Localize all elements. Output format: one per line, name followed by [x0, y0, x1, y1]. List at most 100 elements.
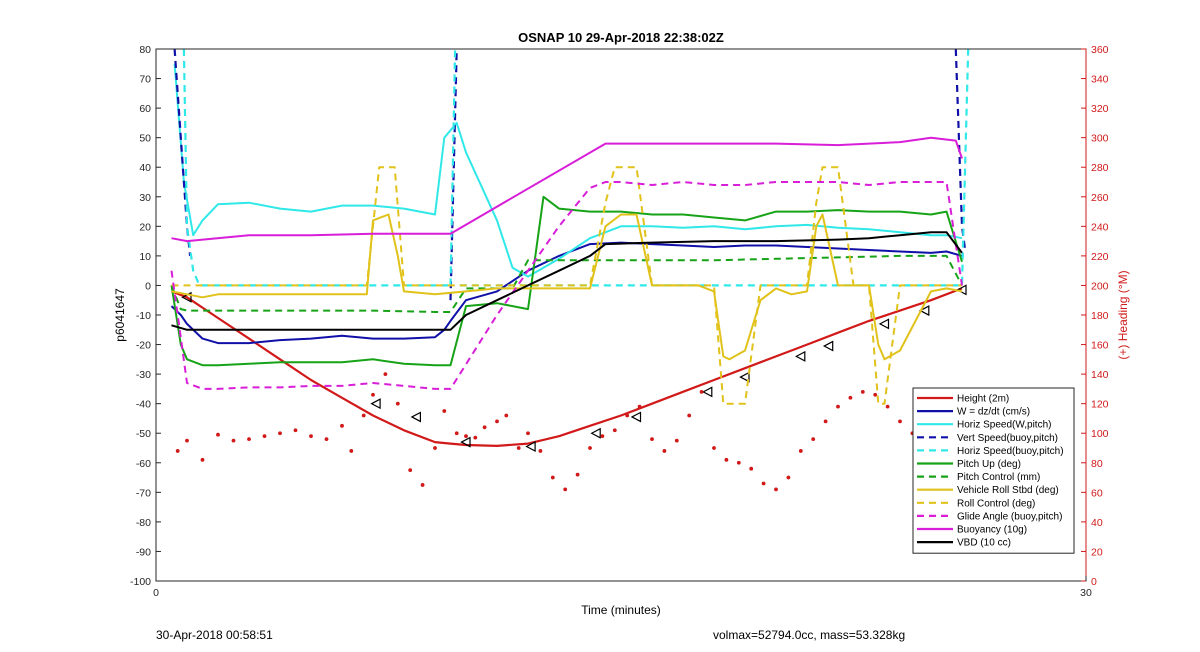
series-line-vbd-10-cc [171, 231, 963, 331]
heading-point [637, 404, 642, 409]
heading-point [216, 432, 220, 437]
series-line-horiz-speed-buoy-pitch [449, 49, 457, 286]
right-y-tick-label: 280 [1091, 162, 1109, 174]
x-tick-label: 30 [1080, 587, 1092, 599]
footer-vehicle-info: volmax=52794.0cc, mass=53.328kg [713, 628, 906, 642]
height-marker [525, 441, 536, 453]
heading-point [324, 437, 329, 442]
series-line-buoyancy-10g [171, 136, 963, 243]
height-marker [590, 427, 601, 439]
heading-point [247, 437, 251, 442]
heading-point [420, 483, 425, 487]
left-y-tick-label: 50 [139, 133, 151, 145]
left-y-tick-label: -80 [136, 517, 151, 529]
height-marker [370, 398, 381, 410]
right-y-tick-label: 220 [1091, 251, 1109, 263]
left-y-tick-label: -30 [136, 369, 151, 381]
heading-point [761, 481, 766, 486]
right-y-tick-label: 300 [1091, 133, 1109, 145]
plot-area [170, 49, 970, 492]
height-marker [795, 350, 806, 362]
heading-point [612, 428, 617, 433]
heading-point [774, 487, 778, 492]
right-y-tick-label: 240 [1091, 221, 1109, 233]
heading-point [408, 468, 413, 473]
heading-point [898, 419, 902, 424]
left-y-tick-label: -20 [136, 340, 151, 352]
left-y-tick-label: 20 [139, 221, 151, 233]
left-y-tick-label: -50 [136, 428, 151, 440]
footer-timestamp: 30-Apr-2018 00:58:51 [156, 628, 273, 642]
heading-point [278, 431, 282, 436]
x-tick-label: 0 [153, 587, 159, 599]
legend-box [912, 387, 1075, 554]
series-line-vehicle-roll-stbd-deg [171, 213, 963, 361]
heading-point [848, 395, 853, 400]
left-y-tick-label: -100 [130, 576, 151, 588]
heading-point [749, 466, 754, 471]
height-marker [460, 436, 471, 448]
heading-point [454, 431, 459, 436]
legend-label: Buoyancy (10g) [957, 525, 1027, 536]
heading-point [625, 413, 630, 418]
left-y-tick-label: -10 [136, 310, 151, 322]
left-y-tick-label: 70 [139, 74, 151, 86]
right-y-tick-label: 80 [1091, 458, 1103, 470]
heading-point [516, 446, 521, 450]
heading-point [662, 449, 667, 453]
heading-point [811, 437, 816, 442]
heading-point [575, 472, 580, 477]
heading-point [836, 404, 840, 409]
right-y-tick-label: 100 [1091, 428, 1109, 440]
right-y-tick-label: 140 [1091, 369, 1109, 381]
heading-point [383, 372, 388, 377]
heading-point [563, 487, 568, 492]
series-line-pitch-up-deg [170, 195, 963, 367]
legend-label: Pitch Control (mm) [957, 472, 1040, 483]
height-marker [702, 386, 713, 398]
heading-point [786, 475, 791, 480]
legend-label: VBD (10 cc) [957, 538, 1011, 549]
heading-point [687, 413, 692, 418]
left-y-tick-label: -70 [136, 487, 151, 499]
heading-point [588, 446, 592, 450]
heading-point [736, 460, 741, 465]
heading-point [200, 457, 205, 462]
legend-label: Vehicle Roll Stbd (deg) [957, 485, 1059, 496]
right-y-tick-label: 200 [1091, 280, 1109, 292]
series-line-w-dz-dt-cm-s [170, 241, 963, 345]
left-y-tick-label: 0 [145, 280, 151, 292]
legend-label: Height (2m) [957, 394, 1009, 405]
heading-point [340, 423, 344, 428]
left-y-axis: 80 70 60 50 40 30 20 10 0 -10 -20 -30 -40 -50 -60 -70 -8… [130, 44, 161, 588]
height-marker [919, 305, 930, 317]
series-line-roll-control-deg [171, 166, 962, 405]
left-y-tick-label: -40 [136, 399, 151, 411]
heading-point [550, 475, 555, 480]
heading-point [473, 435, 478, 440]
heading-point [442, 409, 447, 413]
right-y-tick-label: 260 [1091, 192, 1109, 204]
heading-point [650, 437, 654, 442]
chart-legend: Height (2m) W = dz/dt (cm/s) Horiz Speed(W… [912, 387, 1075, 554]
left-y-tick-label: 40 [139, 162, 151, 174]
legend-label: Horiz Speed(W,pitch) [957, 420, 1051, 431]
right-y-axis-label: (+) Heading (°M) [1116, 270, 1130, 359]
heading-point [395, 401, 400, 406]
heading-point [262, 434, 267, 439]
heading-point [482, 425, 487, 430]
legend-label: Vert Speed(buoy,pitch) [957, 433, 1058, 444]
height-marker [410, 411, 421, 423]
heading-point [538, 449, 543, 453]
heading-point [873, 392, 878, 397]
heading-point [293, 428, 298, 433]
right-y-axis: 3603403203002802602402202001801601401201… [1081, 44, 1109, 588]
left-y-tick-label: 30 [139, 192, 151, 204]
series-line-horiz-speed-w-pitch [173, 63, 963, 278]
legend-label: Glide Angle (buoy,pitch) [957, 511, 1062, 522]
x-axis: 0 30 [153, 576, 1092, 599]
left-y-tick-label: 10 [139, 251, 151, 263]
heading-point [433, 446, 437, 450]
series-line-pitch-control-mm [170, 254, 963, 313]
